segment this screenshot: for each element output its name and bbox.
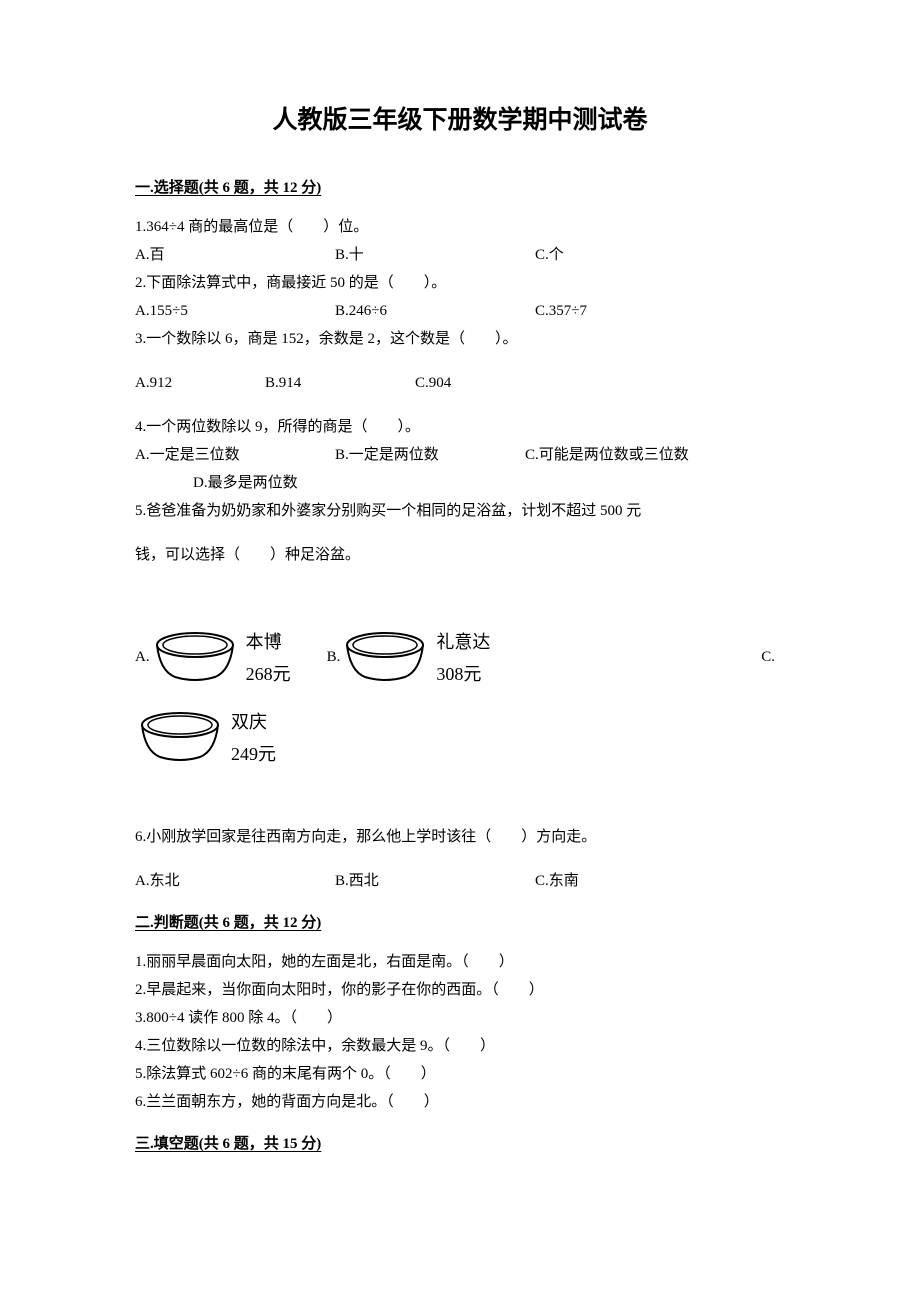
q2-text: 2.下面除法算式中，商最接近 50 的是（ ）。 [135, 271, 785, 295]
q5-opt-c-label: C. [761, 649, 785, 666]
q2-options: A.155÷5 B.246÷6 C.357÷7 [135, 299, 785, 323]
q6-opt-c: C.东南 [535, 869, 579, 893]
q2-opt-c: C.357÷7 [535, 299, 587, 323]
section-3-header: 三.填空题(共 6 题，共 15 分) [135, 1132, 785, 1153]
q3-options: A.912 B.914 C.904 [135, 371, 785, 395]
q5-bowl-a: 本博 268元 [150, 627, 291, 687]
q4-opt-b: B.一定是两位数 [335, 443, 525, 467]
q5-b-price: 308元 [436, 660, 490, 686]
q5-c-brand: 双庆 [231, 708, 276, 734]
j2-text: 2.早晨起来，当你面向太阳时，你的影子在你的西面。（ ） [135, 978, 785, 1002]
q3-text: 3.一个数除以 6，商是 152，余数是 2，这个数是（ ）。 [135, 327, 785, 351]
j1-text: 1.丽丽早晨面向太阳，她的左面是北，右面是南。（ ） [135, 950, 785, 974]
q1-options: A.百 B.十 C.个 [135, 243, 785, 267]
q5-b-brand: 礼意达 [436, 628, 490, 654]
bowl-icon [340, 627, 430, 687]
section-2-header: 二.判断题(共 6 题，共 12 分) [135, 911, 785, 932]
j3-text: 3.800÷4 读作 800 除 4。（ ） [135, 1006, 785, 1030]
q6-opt-a: A.东北 [135, 869, 335, 893]
q5-bowl-b: 礼意达 308元 [340, 627, 490, 687]
q4-opt-d: D.最多是两位数 [135, 471, 785, 495]
q1-opt-c: C.个 [535, 243, 564, 267]
q5-a-brand: 本博 [246, 628, 291, 654]
q5-a-price: 268元 [246, 660, 291, 686]
section-1-header: 一.选择题(共 6 题，共 12 分) [135, 176, 785, 197]
q6-options: A.东北 B.西北 C.东南 [135, 869, 785, 893]
bowl-icon [135, 707, 225, 767]
q3-opt-a: A.912 [135, 371, 265, 395]
q5-line2: 钱，可以选择（ ）种足浴盆。 [135, 543, 785, 567]
q5-line1: 5.爸爸准备为奶奶家和外婆家分别购买一个相同的足浴盆，计划不超过 500 元 [135, 499, 785, 523]
q4-opt-c: C.可能是两位数或三位数 [525, 443, 689, 467]
q4-options: A.一定是三位数 B.一定是两位数 C.可能是两位数或三位数 [135, 443, 785, 467]
q4-opt-a: A.一定是三位数 [135, 443, 335, 467]
q6-opt-b: B.西北 [335, 869, 535, 893]
q1-opt-b: B.十 [335, 243, 535, 267]
q3-opt-c: C.904 [415, 371, 451, 395]
page-title: 人教版三年级下册数学期中测试卷 [135, 100, 785, 136]
j6-text: 6.兰兰面朝东方，她的背面方向是北。（ ） [135, 1090, 785, 1114]
q3-opt-b: B.914 [265, 371, 415, 395]
j5-text: 5.除法算式 602÷6 商的末尾有两个 0。（ ） [135, 1062, 785, 1086]
q2-opt-a: A.155÷5 [135, 299, 335, 323]
q5-bowl-c: 双庆 249元 [135, 707, 276, 767]
q5-bowl-c-row: 双庆 249元 [135, 707, 785, 767]
q5-c-price: 249元 [231, 740, 276, 766]
q2-opt-b: B.246÷6 [335, 299, 535, 323]
bowl-icon [150, 627, 240, 687]
q5-opt-b-label: B. [327, 649, 341, 666]
q1-text: 1.364÷4 商的最高位是（ ）位。 [135, 215, 785, 239]
q5-opt-a-label: A. [135, 649, 150, 666]
q5-options-row: A. 本博 268元 B. 礼意达 308元 C. [135, 627, 785, 687]
q4-text: 4.一个两位数除以 9，所得的商是（ ）。 [135, 415, 785, 439]
q6-text: 6.小刚放学回家是往西南方向走，那么他上学时该往（ ）方向走。 [135, 825, 785, 849]
j4-text: 4.三位数除以一位数的除法中，余数最大是 9。（ ） [135, 1034, 785, 1058]
q1-opt-a: A.百 [135, 243, 335, 267]
